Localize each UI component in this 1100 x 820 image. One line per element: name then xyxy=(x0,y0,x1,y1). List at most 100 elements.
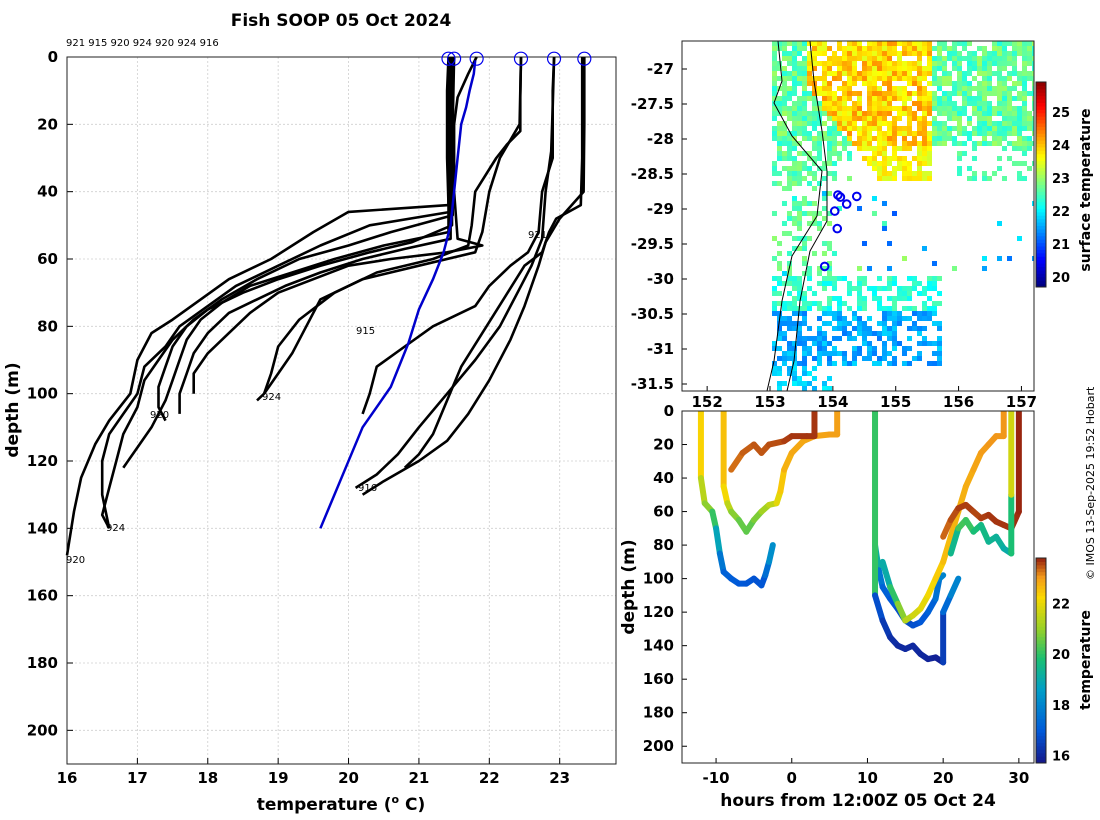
sst-pixel xyxy=(852,41,857,46)
colorbar-segment xyxy=(1036,92,1046,97)
sst-pixel xyxy=(797,106,802,111)
sst-pixel xyxy=(812,301,817,306)
sst-pixel xyxy=(862,321,867,326)
sst-pixel xyxy=(772,346,777,351)
sst-pixel xyxy=(872,121,877,126)
sst-pixel xyxy=(882,106,887,111)
sst-pixel xyxy=(837,141,842,146)
sst-pixel xyxy=(1012,71,1017,76)
sst-pixel xyxy=(782,76,787,81)
sst-pixel xyxy=(937,356,942,361)
sst-pixel xyxy=(862,331,867,336)
section-colorbar-tick-label: 20 xyxy=(1052,648,1070,663)
sst-pixel xyxy=(817,361,822,366)
sst-pixel xyxy=(912,61,917,66)
sst-pixel xyxy=(1017,141,1022,146)
sst-pixel xyxy=(962,71,967,76)
section-colorbar-segment xyxy=(1036,711,1046,716)
sst-pixel xyxy=(832,311,837,316)
sst-pixel xyxy=(792,346,797,351)
sst-pixel xyxy=(902,316,907,321)
sst-pixel xyxy=(912,51,917,56)
sst-pixel xyxy=(822,76,827,81)
sst-pixel xyxy=(802,321,807,326)
sst-pixel xyxy=(797,321,802,326)
x-tick-label: 22 xyxy=(479,769,500,787)
sst-pixel xyxy=(937,341,942,346)
sst-pixel xyxy=(927,311,932,316)
sst-pixel xyxy=(937,46,942,51)
colorbar-segment xyxy=(1036,269,1046,274)
sst-pixel xyxy=(957,91,962,96)
sst-pixel xyxy=(1002,106,1007,111)
sst-pixel xyxy=(802,201,807,206)
map-x-tick-label: 155 xyxy=(880,393,911,411)
sst-pixel xyxy=(882,161,887,166)
section-tracks xyxy=(697,411,1022,666)
sst-pixel xyxy=(882,306,887,311)
sst-pixel xyxy=(832,131,837,136)
sst-pixel xyxy=(862,131,867,136)
colorbar-segment xyxy=(1036,150,1046,155)
sst-pixel xyxy=(1027,61,1032,66)
sst-pixel xyxy=(927,91,932,96)
sst-pixel xyxy=(902,131,907,136)
sst-pixel xyxy=(892,156,897,161)
sst-pixel xyxy=(882,51,887,56)
sst-pixel xyxy=(1017,81,1022,86)
sst-pixel xyxy=(957,71,962,76)
sst-pixel xyxy=(852,286,857,291)
sst-pixel xyxy=(787,71,792,76)
section-colorbar-segment xyxy=(1036,640,1046,644)
sst-pixel xyxy=(822,336,827,341)
sst-pixel xyxy=(872,211,877,216)
sst-pixel xyxy=(862,66,867,71)
colorbar-tick-label: 23 xyxy=(1052,172,1070,187)
colorbar-segment xyxy=(1036,119,1046,124)
sst-pixel xyxy=(877,66,882,71)
sst-pixel xyxy=(787,171,792,176)
sst-pixel xyxy=(827,141,832,146)
sst-pixel xyxy=(1027,41,1032,46)
sst-pixel xyxy=(807,236,812,241)
section-colorbar-segment xyxy=(1036,718,1046,723)
sst-pixel xyxy=(937,106,942,111)
sst-pixel xyxy=(832,336,837,341)
sst-pixel xyxy=(802,121,807,126)
deployment-marker xyxy=(819,261,830,272)
sst-pixel xyxy=(807,336,812,341)
sst-pixel xyxy=(807,91,812,96)
sst-pixel xyxy=(812,341,817,346)
sst-pixel xyxy=(867,341,872,346)
sst-pixel xyxy=(967,56,972,61)
sst-pixel xyxy=(987,141,992,146)
sst-pixel xyxy=(877,296,882,301)
sst-pixel xyxy=(937,66,942,71)
sst-pixel xyxy=(777,291,782,296)
sst-pixel xyxy=(982,176,987,181)
sst-pixel xyxy=(1032,126,1034,131)
sst-pixel xyxy=(852,101,857,106)
sst-pixel xyxy=(897,311,902,316)
sst-pixel xyxy=(807,41,812,46)
sst-pixel xyxy=(997,221,1002,226)
sst-pixel xyxy=(847,306,852,311)
sst-pixel xyxy=(797,286,802,291)
sst-pixel xyxy=(792,196,797,201)
x-axis-label-part: temperature ( xyxy=(257,795,392,815)
sst-pixel xyxy=(837,76,842,81)
sst-pixel xyxy=(962,91,967,96)
sst-pixel xyxy=(807,71,812,76)
profile-panel: 16 17 18 19 20 21 22 23020406080100120140160180… xyxy=(3,11,617,815)
map-y-tick-label: -30.5 xyxy=(631,305,674,323)
sst-pixel xyxy=(797,361,802,366)
section-colorbar-tick-label: 22 xyxy=(1052,598,1070,613)
sst-pixel xyxy=(957,66,962,71)
sst-pixel xyxy=(922,306,927,311)
sst-pixel xyxy=(882,96,887,101)
sst-pixel xyxy=(812,251,817,256)
sst-pixel xyxy=(837,66,842,71)
sst-pixel xyxy=(992,46,997,51)
sst-pixel xyxy=(832,351,837,356)
colorbar-tick-label: 22 xyxy=(1052,205,1070,220)
